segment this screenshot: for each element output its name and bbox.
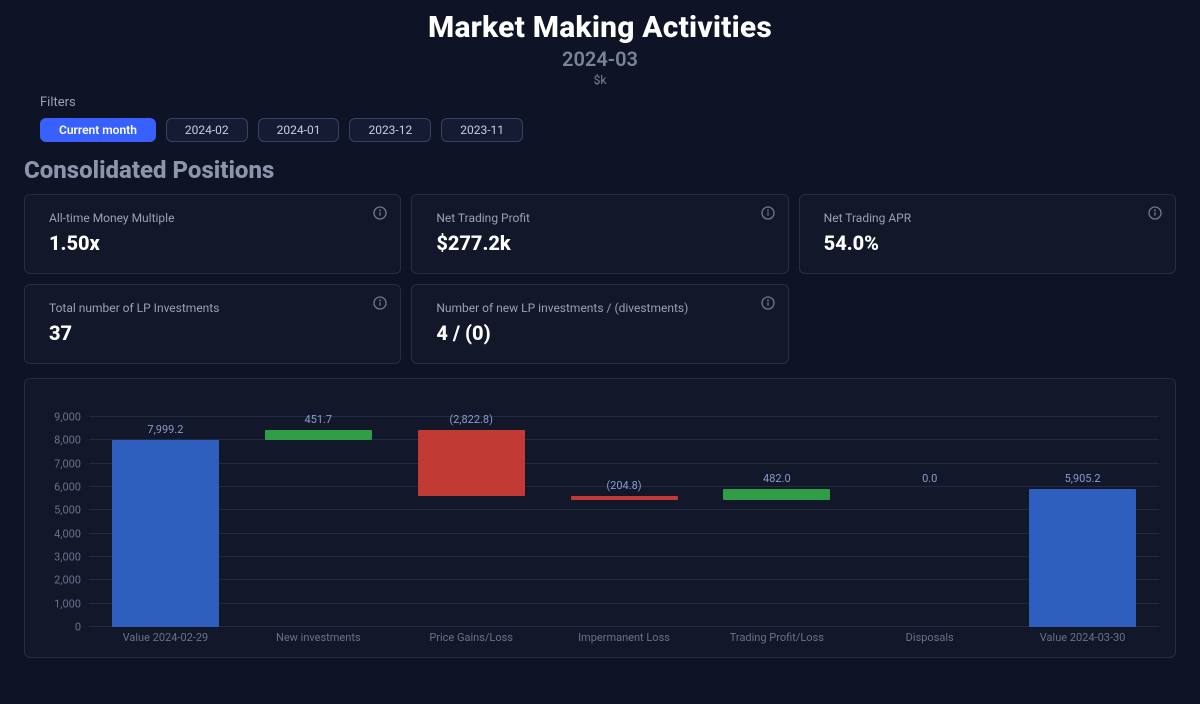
chart-bar[interactable] [571, 496, 678, 501]
chart-y-tick: 0 [25, 621, 81, 634]
chart-gridline [89, 603, 1159, 604]
chart-x-label: Value 2024-02-29 [123, 631, 209, 644]
metric-cards-row-2: Total number of LP Investments 37 Number o… [0, 284, 1200, 364]
chart-bar-value: (204.8) [606, 479, 641, 496]
metric-card: All-time Money Multiple 1.50x [24, 194, 401, 274]
filter-button[interactable]: 2023-12 [349, 118, 431, 142]
chart-bar-value: 5,905.2 [1065, 472, 1101, 489]
chart-x-label: New investments [276, 631, 361, 644]
filters-label: Filters [40, 95, 1160, 110]
chart-x-axis: Value 2024-02-29 New investments Price Gai… [89, 631, 1159, 651]
filter-button[interactable]: Current month [40, 118, 156, 142]
chart-x-label: Price Gains/Loss [429, 631, 513, 644]
chart-bar-value: (2,822.8) [449, 413, 493, 430]
info-icon[interactable] [372, 295, 388, 311]
page-period: 2024-03 [0, 47, 1200, 71]
metric-card-value: 54.0% [824, 231, 1155, 255]
chart-y-tick: 9,000 [25, 411, 81, 424]
metric-card-label: Number of new LP investments / (divestme… [436, 301, 767, 315]
metric-card: Total number of LP Investments 37 [24, 284, 401, 364]
metric-cards-row-1: All-time Money Multiple 1.50x Net Trading … [0, 194, 1200, 274]
section-title: Consolidated Positions [0, 142, 1200, 194]
chart-bar-value: 0.0 [922, 472, 937, 489]
chart-y-tick: 3,000 [25, 551, 81, 564]
chart-x-label: Disposals [906, 631, 954, 644]
filter-button[interactable]: 2024-02 [166, 118, 248, 142]
metric-card: Net Trading Profit $277.2k [411, 194, 788, 274]
waterfall-chart-card: 0 1,000 2,000 3,000 4,000 5,000 6,000 7,000 8,00… [24, 378, 1176, 658]
info-icon[interactable] [760, 295, 776, 311]
chart-bar-value: 482.0 [763, 472, 791, 489]
chart-y-tick: 2,000 [25, 574, 81, 587]
page-header: Market Making Activities 2024-03 $k [0, 0, 1200, 87]
chart-gridline [89, 463, 1159, 464]
metric-card-value: 4 / (0) [436, 321, 767, 345]
chart-gridline [89, 509, 1159, 510]
info-icon[interactable] [760, 205, 776, 221]
chart-gridline [89, 579, 1159, 580]
chart-gridline [89, 439, 1159, 440]
chart-y-tick: 6,000 [25, 481, 81, 494]
filter-button[interactable]: 2023-11 [441, 118, 523, 142]
filter-button[interactable]: 2024-01 [258, 118, 340, 142]
metric-card-value: 37 [49, 321, 380, 345]
chart-plot-area: 7,999.2451.7(2,822.8)(204.8)482.00.05,90… [89, 417, 1159, 627]
chart-bar-value: 7,999.2 [147, 423, 183, 440]
filters-section: Filters Current month 2024-02 2024-01 2023-… [0, 87, 1200, 142]
chart-bar[interactable] [112, 440, 219, 627]
chart-x-label: Trading Profit/Loss [730, 631, 824, 644]
chart-y-tick: 8,000 [25, 434, 81, 447]
metric-card: Number of new LP investments / (divestme… [411, 284, 788, 364]
page-title: Market Making Activities [0, 10, 1200, 45]
chart-gridline [89, 626, 1159, 627]
info-icon[interactable] [1147, 205, 1163, 221]
metric-card-value: 1.50x [49, 231, 380, 255]
chart-x-label: Impermanent Loss [578, 631, 670, 644]
metric-card: Net Trading APR 54.0% [799, 194, 1176, 274]
chart-gridline [89, 416, 1159, 417]
chart-bar[interactable] [1029, 489, 1136, 627]
chart-y-tick: 4,000 [25, 527, 81, 540]
chart-y-axis: 01,0002,0003,0004,0005,0006,0007,0008,00… [25, 417, 89, 627]
chart-bar[interactable] [265, 430, 372, 441]
chart-gridline [89, 556, 1159, 557]
chart-bar[interactable] [723, 489, 830, 500]
dashboard-root: Market Making Activities 2024-03 $k Filt… [0, 0, 1200, 704]
chart-y-tick: 7,000 [25, 457, 81, 470]
metric-card-value: $277.2k [436, 231, 767, 255]
chart-y-tick: 1,000 [25, 597, 81, 610]
info-icon[interactable] [372, 205, 388, 221]
filter-row: Current month 2024-02 2024-01 2023-12 2023-1… [40, 118, 1160, 142]
metric-card-label: Total number of LP Investments [49, 301, 380, 315]
page-unit: $k [0, 73, 1200, 87]
chart-y-tick: 5,000 [25, 504, 81, 517]
chart-gridline [89, 533, 1159, 534]
metric-card-label: Net Trading Profit [436, 211, 767, 225]
chart-x-label: Value 2024-03-30 [1040, 631, 1126, 644]
metric-card-label: All-time Money Multiple [49, 211, 380, 225]
chart-bar[interactable] [418, 430, 525, 496]
chart-bar-value: 451.7 [304, 413, 332, 430]
metric-card-label: Net Trading APR [824, 211, 1155, 225]
